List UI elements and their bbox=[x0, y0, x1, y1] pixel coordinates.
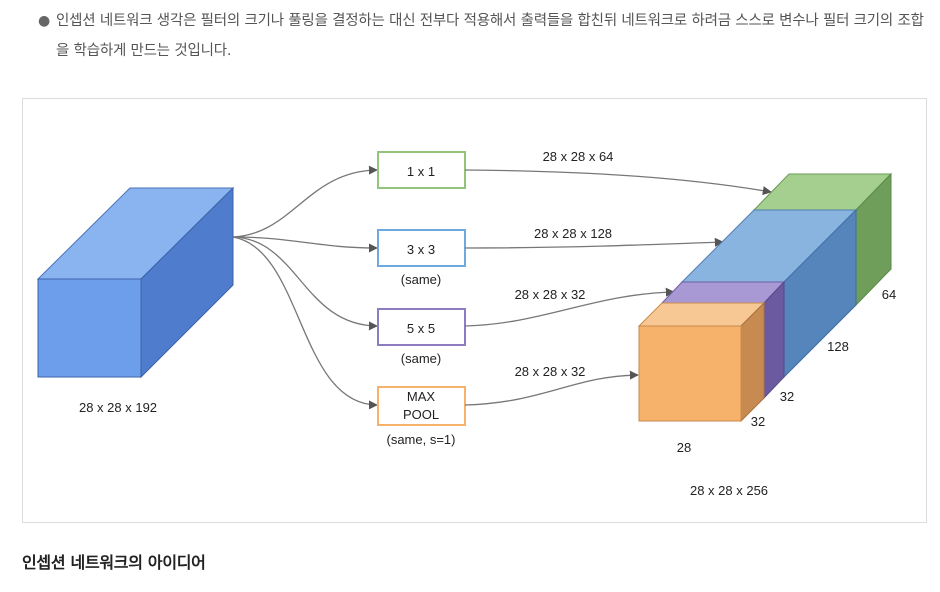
inception-diagram-figure: 28 x 28 x 192 1 x 1 3 x 3 (same) 5 x 5 (… bbox=[22, 98, 927, 523]
output-connectors bbox=[464, 169, 772, 406]
output-label-3x3: 28 x 28 x 128 bbox=[534, 226, 612, 241]
bullet-text: 인셉션 네트워크 생각은 필터의 크기나 풀링을 결정하는 대신 전부다 적용해… bbox=[56, 13, 924, 59]
output-label-1x1: 28 x 28 x 64 bbox=[543, 149, 614, 164]
section-heading: 인셉션 네트워크의 아이디어 bbox=[22, 553, 206, 572]
bullet-dot: ● bbox=[38, 13, 51, 29]
svg-text:(same): (same) bbox=[401, 351, 441, 366]
dim-label-28: 28 bbox=[677, 440, 691, 455]
svg-text:(same, s=1): (same, s=1) bbox=[387, 432, 456, 447]
svg-text:5 x 5: 5 x 5 bbox=[407, 321, 435, 336]
inception-diagram: 28 x 28 x 192 1 x 1 3 x 3 (same) 5 x 5 (… bbox=[36, 149, 896, 498]
svg-text:1 x 1: 1 x 1 bbox=[407, 164, 435, 179]
branch-connectors bbox=[232, 165, 378, 410]
output-volume bbox=[637, 172, 893, 423]
input-shape-label: 28 x 28 x 192 bbox=[79, 400, 157, 415]
branch-3x3: 3 x 3 (same) bbox=[377, 229, 466, 287]
output-label-5x5: 28 x 28 x 32 bbox=[515, 287, 586, 302]
dim-label-128: 128 bbox=[827, 339, 849, 354]
bullet-list-item: ● 인셉션 네트워크 생각은 필터의 크기나 풀링을 결정하는 대신 전부다 적… bbox=[38, 6, 933, 66]
svg-text:MAX: MAX bbox=[407, 389, 436, 404]
dim-label-32-orange: 32 bbox=[751, 414, 765, 429]
dim-label-32-purple: 32 bbox=[780, 389, 794, 404]
branch-1x1: 1 x 1 bbox=[377, 151, 466, 189]
dim-label-64: 64 bbox=[882, 287, 896, 302]
output-shape-label: 28 x 28 x 256 bbox=[690, 483, 768, 498]
input-volume bbox=[36, 186, 235, 379]
svg-text:(same): (same) bbox=[401, 272, 441, 287]
branch-maxpool: MAX POOL (same, s=1) bbox=[377, 386, 466, 447]
output-label-maxpool: 28 x 28 x 32 bbox=[515, 364, 586, 379]
svg-text:POOL: POOL bbox=[403, 407, 439, 422]
branch-5x5: 5 x 5 (same) bbox=[377, 308, 466, 366]
svg-text:3 x 3: 3 x 3 bbox=[407, 242, 435, 257]
